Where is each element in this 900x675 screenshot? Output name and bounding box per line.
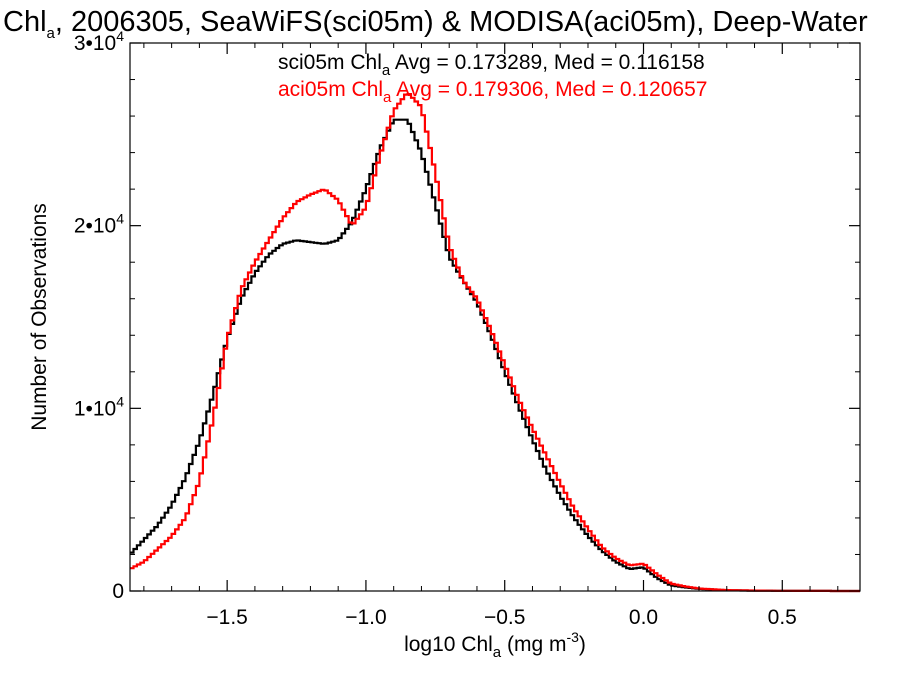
title-prefix: Chl	[3, 6, 47, 38]
plot-frame	[129, 42, 861, 592]
legend-sci05m-subscript: a	[382, 62, 391, 79]
y-tick-label: 3•104	[74, 28, 124, 55]
title-subscript: a	[47, 25, 56, 42]
legend-entry-sci05m: sci05m Chla Avg = 0.173289, Med = 0.1161…	[278, 51, 705, 79]
legend-sci05m-text: Avg = 0.173289, Med = 0.116158	[390, 51, 705, 74]
y-tick-label: 1•104	[74, 393, 124, 420]
x-axis-label: log10 Chla (mg m-3)	[404, 629, 586, 661]
x-tick-label: −1.0	[345, 606, 386, 629]
chart-title: Chla, 2006305, SeaWiFS(sci05m) & MODISA(…	[3, 6, 868, 42]
legend-aci05m-text: Avg = 0.179306, Med = 0.120657	[391, 78, 707, 101]
y-tick-label: 0	[112, 580, 124, 603]
x-tick-label: −1.5	[206, 606, 247, 629]
x-tick-label: 0.0	[629, 606, 658, 629]
series-line-aci05m	[130, 93, 860, 593]
xlabel-superscript: -3	[566, 629, 579, 645]
xlabel-subscript: a	[493, 644, 502, 661]
xlabel-suffix: )	[579, 633, 586, 656]
y-axis: 0 1•104 2•104 3•104	[74, 28, 860, 603]
series-line-sci05m	[130, 118, 860, 593]
xlabel-prefix: log10 Chl	[404, 633, 493, 656]
y-tick-label: 2•104	[74, 211, 124, 238]
x-axis: −1.5 −1.0 −0.5 0.0 0.5	[143, 43, 839, 629]
legend-aci05m-prefix: aci05m Chl	[278, 78, 383, 101]
legend-sci05m-prefix: sci05m Chl	[278, 51, 382, 74]
xlabel-middle: (mg m	[501, 633, 566, 656]
x-tick-label: −0.5	[484, 606, 525, 629]
y-axis-label: Number of Observations	[28, 203, 51, 431]
title-rest: , 2006305, SeaWiFS(sci05m) & MODISA(aci0…	[55, 6, 868, 38]
legend-aci05m-subscript: a	[383, 89, 392, 106]
series-layer	[130, 93, 860, 593]
x-tick-label: 0.5	[768, 606, 797, 629]
legend-entry-aci05m: aci05m Chla Avg = 0.179306, Med = 0.1206…	[278, 78, 707, 106]
